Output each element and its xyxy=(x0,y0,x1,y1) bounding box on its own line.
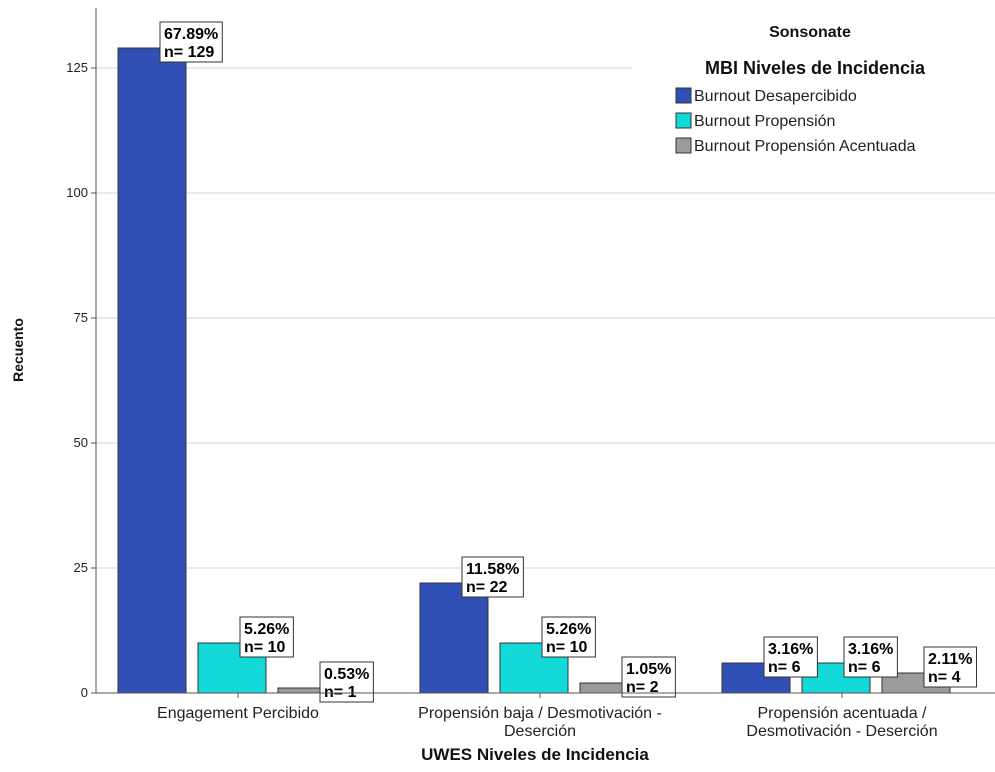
data-label-box xyxy=(843,636,898,678)
data-label-percent: 1.05% xyxy=(626,661,671,678)
legend-swatch xyxy=(675,137,692,154)
data-label: 3.16%n= 6 xyxy=(763,636,818,678)
y-tick-label: 0 xyxy=(81,685,88,700)
data-label-count: n= 129 xyxy=(164,44,214,61)
y-axis-title: Recuento xyxy=(10,318,26,382)
gridlines xyxy=(96,67,995,569)
data-label-percent: 67.89% xyxy=(164,26,218,43)
data-label-count: n= 4 xyxy=(928,669,961,686)
data-label-percent: 5.26% xyxy=(244,621,289,638)
data-label-box xyxy=(621,656,676,698)
data-label-count: n= 6 xyxy=(768,659,801,676)
data-label: 67.89%n= 129 xyxy=(159,21,223,63)
data-label-count: n= 10 xyxy=(244,639,285,656)
x-axis-title: UWES Niveles de Incidencia xyxy=(421,745,649,764)
y-tick-label: 100 xyxy=(66,185,88,200)
legend-items: Burnout Desapercibido Burnout Propensión B… xyxy=(675,87,916,155)
data-label-box xyxy=(461,556,524,598)
y-tick-label: 125 xyxy=(66,60,88,75)
data-label-count: n= 10 xyxy=(546,639,587,656)
data-label-percent: 3.16% xyxy=(768,641,813,658)
data-label-percent: 3.16% xyxy=(848,641,893,658)
data-label: 5.26%n= 10 xyxy=(239,616,294,658)
bar xyxy=(419,582,489,694)
data-label-percent: 11.58% xyxy=(466,561,519,578)
panel-title: Sonsonate xyxy=(769,24,851,41)
bars xyxy=(117,47,951,694)
data-label: 2.11%n= 4 xyxy=(923,646,977,688)
legend-entry: Burnout Desapercibido xyxy=(694,88,857,105)
data-label-percent: 2.11% xyxy=(928,651,972,668)
data-label: 0.53%n= 1 xyxy=(319,661,374,703)
data-label-count: n= 2 xyxy=(626,679,659,696)
x-category-label: Propensión acentuada / Desmotivación - De… xyxy=(746,705,937,740)
y-tick-label: 75 xyxy=(74,310,88,325)
legend: Sonsonate MBI Niveles de Incidencia Burn… xyxy=(675,24,926,155)
legend-swatch xyxy=(675,87,692,104)
legend-title: MBI Niveles de Incidencia xyxy=(705,58,926,78)
legend-entry: Burnout Propensión Acentuada xyxy=(694,138,916,155)
data-label-count: n= 6 xyxy=(848,659,881,676)
data-label-percent: 0.53% xyxy=(324,666,369,683)
data-label: 11.58%n= 22 xyxy=(461,556,524,598)
data-label-box xyxy=(239,616,294,658)
data-label: 1.05%n= 2 xyxy=(621,656,676,698)
data-label-box xyxy=(319,661,374,703)
x-category-label: Propensión baja / Desmotivación -Deserci… xyxy=(418,705,662,740)
x-category-label: Engagement Percibido xyxy=(157,705,319,722)
data-label-percent: 5.26% xyxy=(546,621,591,638)
data-label: 3.16%n= 6 xyxy=(843,636,898,678)
data-label-box xyxy=(159,21,223,63)
x-categories: Engagement Percibido Propensión baja / De… xyxy=(157,693,938,740)
legend-swatch xyxy=(675,112,692,129)
y-ticks: 0 25 50 75 100 125 xyxy=(66,60,96,700)
data-label: 5.26%n= 10 xyxy=(541,616,596,658)
data-label-count: n= 22 xyxy=(466,579,507,596)
data-label-box xyxy=(763,636,818,678)
y-tick-label: 50 xyxy=(74,435,88,450)
bar xyxy=(117,47,187,694)
data-label-box xyxy=(541,616,596,658)
data-label-box xyxy=(923,646,977,688)
y-tick-label: 25 xyxy=(74,560,88,575)
legend-entry: Burnout Propensión xyxy=(694,113,835,130)
